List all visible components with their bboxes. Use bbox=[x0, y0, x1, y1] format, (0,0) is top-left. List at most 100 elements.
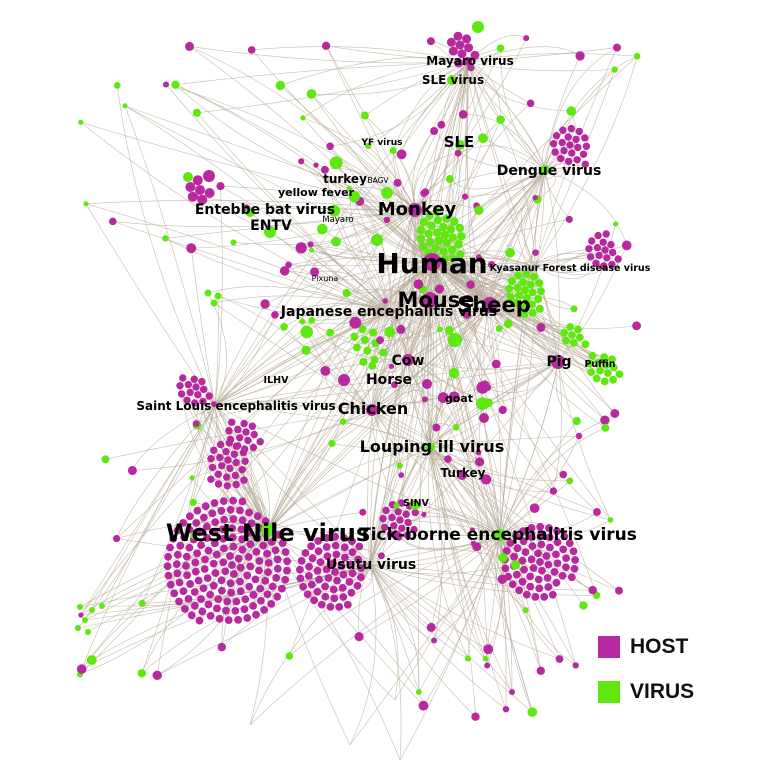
host-node bbox=[383, 216, 391, 224]
host-node bbox=[301, 549, 310, 557]
node-label: Usutu virus bbox=[326, 557, 416, 573]
virus-node bbox=[371, 234, 383, 246]
edge bbox=[214, 295, 219, 406]
virus-node bbox=[513, 283, 522, 292]
host-node bbox=[316, 558, 325, 566]
edge bbox=[311, 320, 373, 411]
node-label: Japanese encephalitis virus bbox=[280, 304, 497, 320]
host-node bbox=[152, 670, 162, 681]
node-label: Dengue virus bbox=[497, 163, 602, 179]
host-node bbox=[264, 559, 273, 567]
edge bbox=[389, 169, 546, 313]
virus-node bbox=[214, 292, 222, 300]
host-node bbox=[550, 568, 559, 576]
edge bbox=[280, 57, 469, 86]
host-node bbox=[426, 622, 436, 632]
edge bbox=[369, 564, 560, 660]
host-node bbox=[229, 542, 238, 551]
host-node bbox=[403, 531, 412, 539]
host-node bbox=[307, 241, 314, 248]
virus-node bbox=[210, 299, 218, 307]
edge bbox=[369, 261, 433, 566]
virus-node bbox=[308, 247, 315, 253]
virus-node bbox=[575, 333, 584, 342]
edge bbox=[195, 196, 391, 313]
virus-node bbox=[365, 142, 372, 150]
edge bbox=[369, 543, 474, 566]
node-label: SLE bbox=[444, 133, 475, 151]
virus-node bbox=[566, 323, 575, 331]
host-node bbox=[238, 535, 247, 544]
edge bbox=[397, 534, 501, 550]
host-node bbox=[593, 508, 601, 516]
virus-swatch bbox=[598, 681, 620, 703]
edge bbox=[213, 404, 269, 531]
virus-node bbox=[534, 295, 543, 303]
host-node bbox=[198, 377, 206, 386]
virus-node bbox=[474, 205, 484, 215]
edge bbox=[267, 299, 431, 531]
host-node bbox=[234, 554, 243, 563]
host-node bbox=[529, 564, 538, 572]
host-node bbox=[271, 311, 279, 319]
host-node bbox=[498, 405, 507, 415]
virus-node bbox=[526, 280, 535, 289]
edge bbox=[429, 299, 559, 363]
host-node bbox=[568, 149, 576, 157]
edge bbox=[467, 61, 536, 268]
virus-node bbox=[527, 707, 538, 717]
host-node bbox=[396, 324, 406, 334]
host-node bbox=[305, 572, 313, 580]
host-node bbox=[614, 255, 622, 263]
host-node bbox=[203, 522, 211, 531]
edge bbox=[467, 61, 559, 363]
host-node bbox=[330, 594, 339, 603]
host-node bbox=[210, 528, 219, 537]
host-node bbox=[592, 259, 600, 267]
host-node bbox=[347, 560, 355, 569]
host-node bbox=[553, 559, 562, 568]
host-node bbox=[193, 193, 199, 200]
host-node bbox=[600, 262, 608, 270]
virus-node bbox=[230, 239, 237, 246]
edge bbox=[358, 534, 501, 637]
node-label: Monkey bbox=[378, 199, 457, 220]
host-node bbox=[581, 160, 589, 168]
host-node bbox=[215, 614, 224, 623]
host-node bbox=[464, 43, 474, 53]
edge bbox=[371, 169, 546, 411]
host-node bbox=[549, 140, 558, 148]
edge bbox=[214, 186, 223, 406]
edge bbox=[77, 404, 216, 629]
host-node bbox=[501, 564, 510, 573]
host-node bbox=[418, 700, 429, 711]
node-label: Mayaro bbox=[322, 215, 353, 225]
host-node bbox=[252, 548, 261, 556]
virus-node bbox=[442, 214, 451, 223]
host-node bbox=[502, 547, 511, 555]
host-node bbox=[376, 336, 385, 345]
virus-node bbox=[530, 272, 538, 281]
host-node bbox=[307, 542, 315, 551]
edge bbox=[84, 404, 216, 621]
host-node bbox=[273, 592, 282, 601]
edge bbox=[413, 152, 459, 211]
host-node bbox=[199, 385, 208, 394]
host-node bbox=[78, 612, 84, 618]
virus-node bbox=[588, 351, 597, 360]
node-label: Pig bbox=[546, 354, 571, 370]
host-node bbox=[483, 644, 494, 655]
virus-node bbox=[515, 291, 524, 300]
host-node bbox=[182, 562, 190, 570]
edge bbox=[369, 564, 469, 659]
host-node bbox=[326, 142, 334, 151]
edge bbox=[322, 228, 433, 263]
host-node bbox=[588, 585, 597, 595]
host-node bbox=[245, 582, 254, 591]
host-node bbox=[218, 462, 226, 470]
host-node bbox=[574, 143, 582, 152]
host-node bbox=[520, 565, 528, 574]
host-node bbox=[224, 456, 232, 464]
host-node bbox=[283, 566, 291, 575]
host-node bbox=[454, 58, 464, 68]
